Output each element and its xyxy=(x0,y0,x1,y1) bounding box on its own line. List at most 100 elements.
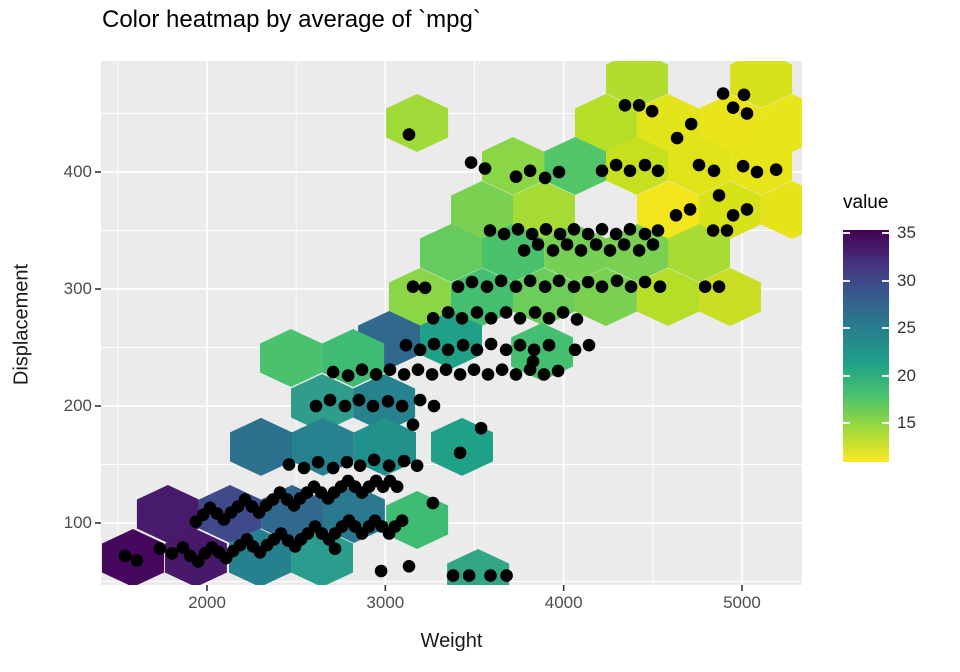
scatter-point xyxy=(651,164,665,178)
x-axis-label: Weight xyxy=(420,630,483,652)
scatter-point xyxy=(609,158,623,172)
legend-title: value xyxy=(843,192,889,213)
scatter-point xyxy=(494,274,508,288)
scatter-point xyxy=(567,280,581,294)
scatter-point xyxy=(769,163,783,176)
scatter-point xyxy=(165,547,179,560)
scatter-point xyxy=(326,461,340,475)
scatter-point xyxy=(517,244,531,257)
scatter-point xyxy=(483,224,497,237)
scatter-point xyxy=(526,355,540,368)
scatter-point xyxy=(352,393,366,407)
scatter-point xyxy=(556,306,570,319)
x-tick-label: 2000 xyxy=(188,593,226,612)
scatter-point xyxy=(338,399,352,413)
legend-tick-mark xyxy=(843,232,850,234)
scatter-point xyxy=(528,306,542,319)
hexbin-cell xyxy=(136,485,199,543)
scatter-point xyxy=(603,244,617,257)
scatter-point xyxy=(712,189,726,202)
scatter-point xyxy=(397,454,411,468)
chart-title: Color heatmap by average of `mpg` xyxy=(102,6,481,33)
scatter-point xyxy=(698,280,712,294)
scatter-layer xyxy=(118,87,783,582)
scatter-point xyxy=(623,223,637,236)
scatter-point xyxy=(683,203,697,216)
hexbin-cell xyxy=(606,137,668,195)
scatter-point xyxy=(453,446,467,460)
scatter-point xyxy=(542,312,556,325)
scatter-point xyxy=(737,88,751,102)
scatter-point xyxy=(465,275,479,289)
scatter-point xyxy=(353,459,367,473)
scatter-point xyxy=(537,368,551,381)
scatter-point xyxy=(462,569,476,582)
scatter-point xyxy=(406,418,420,432)
x-tick-label: 4000 xyxy=(544,593,583,612)
scatter-point xyxy=(340,455,354,469)
scatter-point xyxy=(538,171,552,185)
scatter-point xyxy=(446,569,460,582)
scatter-point xyxy=(451,280,465,294)
scatter-point xyxy=(427,399,441,413)
scatter-point xyxy=(328,542,342,555)
legend-tick-mark xyxy=(843,279,850,282)
scatter-point xyxy=(453,368,467,381)
scatter-point xyxy=(474,421,488,435)
scatter-point xyxy=(646,238,660,251)
scatter-point xyxy=(418,281,432,295)
scatter-point xyxy=(374,564,388,578)
scatter-point xyxy=(441,306,455,319)
scatter-point xyxy=(539,223,553,236)
scatter-point xyxy=(568,343,582,357)
scatter-point xyxy=(740,107,754,120)
scatter-point xyxy=(638,227,652,241)
scatter-point xyxy=(609,227,623,241)
legend-colorbar xyxy=(843,230,889,462)
hexbin-cell xyxy=(482,137,544,195)
legend-tick-label: 15 xyxy=(897,413,916,432)
scatter-point xyxy=(309,399,323,413)
scatter-point xyxy=(509,170,523,183)
legend-tick-mark xyxy=(882,279,889,282)
scatter-point xyxy=(726,209,740,222)
scatter-point xyxy=(456,338,470,352)
hexbin-cell xyxy=(606,61,668,108)
scatter-point xyxy=(495,363,509,377)
hexbin-cell xyxy=(260,329,322,387)
scatter-point xyxy=(399,338,413,352)
scatter-point xyxy=(624,280,638,294)
scatter-point xyxy=(297,461,311,475)
scatter-point xyxy=(484,569,497,582)
scatter-point xyxy=(707,164,721,178)
scatter-point xyxy=(410,459,424,473)
scatter-point xyxy=(542,338,556,352)
scatter-point xyxy=(478,162,492,175)
scatter-point xyxy=(726,101,740,114)
scatter-point xyxy=(638,275,652,289)
scatter-point xyxy=(581,227,595,241)
y-tick-label: 400 xyxy=(63,162,92,181)
legend-tick-mark xyxy=(843,422,850,424)
hexbin-cell xyxy=(386,94,449,152)
scatter-point xyxy=(341,369,355,382)
hexbin-cell xyxy=(513,181,575,239)
scatter-point xyxy=(706,224,720,237)
scatter-point xyxy=(527,343,541,357)
scatter-point xyxy=(402,560,416,573)
scatter-point xyxy=(716,87,730,100)
scatter-point xyxy=(153,542,167,555)
scatter-point xyxy=(176,541,190,554)
scatter-point xyxy=(484,337,498,351)
scatter-point xyxy=(552,165,566,179)
scatter-point xyxy=(740,203,754,216)
scatter-point xyxy=(464,156,478,169)
scatter-point xyxy=(651,224,665,237)
hexbin-cell xyxy=(761,94,802,152)
legend-tick-label: 30 xyxy=(897,270,916,290)
legend-tick-mark xyxy=(843,374,850,377)
scatter-point xyxy=(455,312,469,325)
scatter-point xyxy=(552,274,566,288)
scatter-point xyxy=(736,159,750,173)
legend-tick-mark xyxy=(882,374,889,377)
